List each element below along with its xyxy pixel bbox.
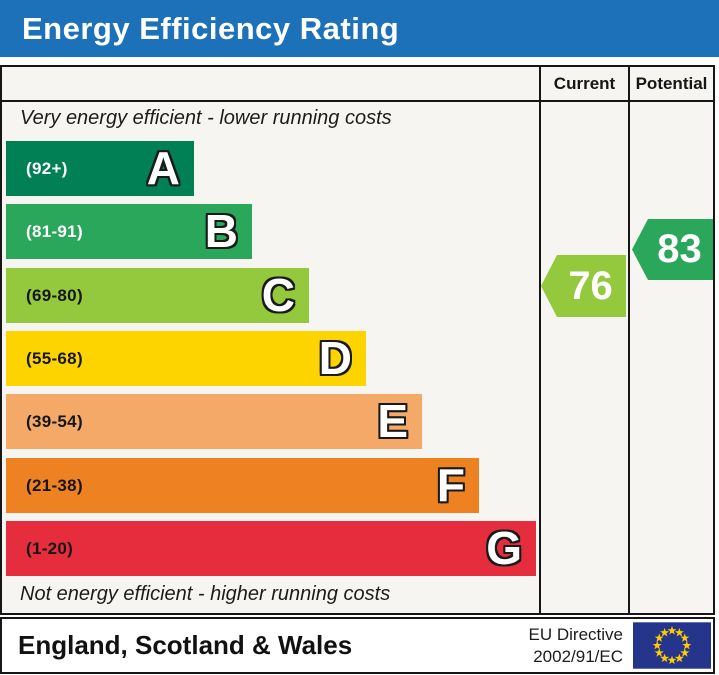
band-f-range-label: (21-38) <box>26 476 83 495</box>
band-g-bar: (1-20) G <box>6 521 536 576</box>
eu-directive-line1: EU Directive <box>528 625 623 645</box>
band-d-bar: (55-68) D <box>6 331 366 386</box>
potential-rating-value: 83 <box>657 227 702 271</box>
bottom-note: Not energy efficient - higher running co… <box>20 583 391 605</box>
eu-directive-line2: 2002/91/EC <box>533 646 623 666</box>
band-f-bar: (21-38) F <box>6 458 479 513</box>
band-b-letter: B <box>204 205 238 257</box>
eu-directive-text: EU Directive 2002/91/EC <box>529 624 623 667</box>
band-b-bar: (81-91) B <box>6 204 252 259</box>
rating-table: Current Potential Very energy efficient … <box>0 65 715 615</box>
band-e-bar: (39-54) E <box>6 394 422 449</box>
potential-rating-badge: 83 <box>632 219 713 280</box>
page-title: Energy Efficiency Rating <box>0 0 719 57</box>
current-rating-badge: 76 <box>541 255 626 317</box>
footer-region-label: England, Scotland & Wales <box>18 630 353 660</box>
band-c-range-label: (69-80) <box>26 286 83 305</box>
band-c-letter: C <box>261 269 295 321</box>
band-g-range-label: (1-20) <box>26 539 74 558</box>
header-row-divider <box>2 100 713 102</box>
current-rating-value: 76 <box>568 263 613 308</box>
band-d-letter: D <box>318 332 352 384</box>
band-b-range-label: (81-91) <box>26 222 83 241</box>
band-c-bar: (69-80) C <box>6 268 309 323</box>
band-d-range-label: (55-68) <box>26 349 83 368</box>
band-a-bar: (92+) A <box>6 141 194 196</box>
band-a-letter: A <box>146 142 180 194</box>
column-header-potential: Potential <box>635 74 708 93</box>
band-a-range-label: (92+) <box>26 159 68 178</box>
column-header-current: Current <box>553 74 616 93</box>
band-e-range-label: (39-54) <box>26 412 83 431</box>
column-divider <box>628 67 630 613</box>
band-f-letter: F <box>436 459 465 511</box>
footer-right-group: EU Directive 2002/91/EC <box>529 622 713 669</box>
eu-flag-icon <box>633 622 711 669</box>
footer: England, Scotland & Wales EU Directive 2… <box>0 617 715 674</box>
band-e-letter: E <box>377 395 408 447</box>
top-note: Very energy efficient - lower running co… <box>20 107 392 129</box>
band-g-letter: G <box>486 522 522 574</box>
column-divider <box>539 67 541 613</box>
